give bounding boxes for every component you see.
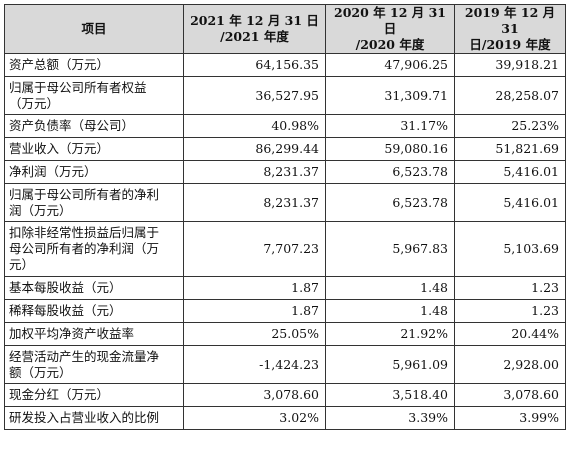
table-row: 经营活动产生的现金流量净 额（万元） -1,424.23 5,961.09 2,928.… <box>4 345 566 384</box>
value-cell: 6,523.78 <box>325 183 455 222</box>
header-2019-line2: 日/2019 年度 <box>469 37 551 52</box>
row-label-line: 资产总额（万元） <box>9 57 110 72</box>
row-label: 研发投入占营业收入的比例 <box>4 406 184 430</box>
table-row: 扣除非经常性损益后归属于 母公司所有者的净利润（万 元） 7,707.23 5,967.… <box>4 221 566 277</box>
value-cell: 64,156.35 <box>183 53 326 77</box>
row-label: 归属于母公司所有者的净利 润（万元） <box>4 183 184 222</box>
value-cell: 8,231.37 <box>183 183 326 222</box>
table-row: 现金分红（万元） 3,078.60 3,518.40 3,078.60 <box>4 383 566 407</box>
table-row: 归属于母公司所有者权益 （万元） 36,527.95 31,309.71 28,258.… <box>4 76 566 115</box>
table-row: 资产负债率（母公司） 40.98% 31.17% 25.23% <box>4 114 566 138</box>
header-2021: 2021 年 12 月 31 日 /2021 年度 <box>183 4 326 54</box>
value-cell: 6,523.78 <box>325 160 455 184</box>
value-cell: 3.99% <box>454 406 566 430</box>
table-body: 资产总额（万元） 64,156.35 47,906.25 39,918.21 归属于母公… <box>4 53 566 430</box>
row-label: 归属于母公司所有者权益 （万元） <box>4 76 184 115</box>
row-label-line: 润（万元） <box>9 202 72 218</box>
row-label-line: 母公司所有者的净利润（万 <box>9 241 160 256</box>
row-label-line: 基本每股收益（元） <box>9 280 122 295</box>
row-label-line: 现金分红（万元） <box>9 387 110 402</box>
value-cell: 8,231.37 <box>183 160 326 184</box>
table-row: 归属于母公司所有者的净利 润（万元） 8,231.37 6,523.78 5,416.0… <box>4 183 566 222</box>
table-row: 稀释每股收益（元） 1.87 1.48 1.23 <box>4 299 566 323</box>
value-cell: 5,416.01 <box>454 160 566 184</box>
row-label-line: 额（万元） <box>9 364 72 380</box>
row-label: 稀释每股收益（元） <box>4 299 184 323</box>
table-row: 加权平均净资产收益率 25.05% 21.92% 20.44% <box>4 322 566 346</box>
row-label-line: 经营活动产生的现金流量净 <box>9 348 160 364</box>
value-cell: 3.02% <box>183 406 326 430</box>
header-2020: 2020 年 12 月 31 日 /2020 年度 <box>325 4 455 54</box>
row-label: 资产总额（万元） <box>4 53 184 77</box>
value-cell: 5,967.83 <box>325 221 455 277</box>
row-label: 加权平均净资产收益率 <box>4 322 184 346</box>
value-cell: 39,918.21 <box>454 53 566 77</box>
table-row: 营业收入（万元） 86,299.44 59,080.16 51,821.69 <box>4 137 566 161</box>
row-label-line: 净利润（万元） <box>9 164 97 179</box>
value-cell: 25.23% <box>454 114 566 138</box>
row-label: 基本每股收益（元） <box>4 276 184 300</box>
value-cell: 1.23 <box>454 299 566 323</box>
row-label-line: 扣除非经常性损益后归属于 <box>9 225 160 240</box>
value-cell: 31.17% <box>325 114 455 138</box>
row-label-line: 归属于母公司所有者权益 <box>9 79 147 95</box>
value-cell: 1.23 <box>454 276 566 300</box>
table-row: 资产总额（万元） 64,156.35 47,906.25 39,918.21 <box>4 53 566 77</box>
header-2021-line2: /2021 年度 <box>220 29 289 44</box>
header-row: 项目 2021 年 12 月 31 日 /2021 年度 2020 年 12 月… <box>4 4 566 54</box>
header-2019-line1: 2019 年 12 月 31 <box>464 5 556 37</box>
row-label-line: 研发投入占营业收入的比例 <box>9 410 160 425</box>
value-cell: 1.48 <box>325 276 455 300</box>
value-cell: 59,080.16 <box>325 137 455 161</box>
row-label-line: 资产负债率（母公司） <box>9 118 135 133</box>
table-row: 研发投入占营业收入的比例 3.02% 3.39% 3.99% <box>4 406 566 430</box>
value-cell: 36,527.95 <box>183 76 326 115</box>
row-label-line: 加权平均净资产收益率 <box>9 326 135 341</box>
header-item-label: 项目 <box>81 21 107 36</box>
row-label: 营业收入（万元） <box>4 137 184 161</box>
value-cell: 31,309.71 <box>325 76 455 115</box>
row-label-line: 归属于母公司所有者的净利 <box>9 186 160 202</box>
value-cell: 3,078.60 <box>454 383 566 407</box>
row-label-line: 元） <box>9 257 35 272</box>
value-cell: 5,103.69 <box>454 221 566 277</box>
table-row: 基本每股收益（元） 1.87 1.48 1.23 <box>4 276 566 300</box>
value-cell: 1.87 <box>183 276 326 300</box>
value-cell: 3,078.60 <box>183 383 326 407</box>
value-cell: 5,416.01 <box>454 183 566 222</box>
value-cell: 5,961.09 <box>325 345 455 384</box>
value-cell: 3.39% <box>325 406 455 430</box>
row-label-line: 稀释每股收益（元） <box>9 303 122 318</box>
header-item: 项目 <box>4 4 184 54</box>
value-cell: 2,928.00 <box>454 345 566 384</box>
value-cell: 28,258.07 <box>454 76 566 115</box>
row-label: 经营活动产生的现金流量净 额（万元） <box>4 345 184 384</box>
value-cell: 1.87 <box>183 299 326 323</box>
value-cell: 3,518.40 <box>325 383 455 407</box>
table-row: 净利润（万元） 8,231.37 6,523.78 5,416.01 <box>4 160 566 184</box>
value-cell: 40.98% <box>183 114 326 138</box>
value-cell: 51,821.69 <box>454 137 566 161</box>
header-2021-line1: 2021 年 12 月 31 日 <box>190 13 319 28</box>
row-label: 资产负债率（母公司） <box>4 114 184 138</box>
value-cell: 1.48 <box>325 299 455 323</box>
header-2020-line2: /2020 年度 <box>355 37 425 52</box>
value-cell: 47,906.25 <box>325 53 455 77</box>
row-label-line: 营业收入（万元） <box>9 141 110 156</box>
row-label-line: （万元） <box>9 95 60 111</box>
value-cell: 25.05% <box>183 322 326 346</box>
value-cell: -1,424.23 <box>183 345 326 384</box>
row-label: 扣除非经常性损益后归属于 母公司所有者的净利润（万 元） <box>4 221 184 277</box>
value-cell: 21.92% <box>325 322 455 346</box>
value-cell: 20.44% <box>454 322 566 346</box>
row-label: 现金分红（万元） <box>4 383 184 407</box>
value-cell: 7,707.23 <box>183 221 326 277</box>
row-label: 净利润（万元） <box>4 160 184 184</box>
value-cell: 86,299.44 <box>183 137 326 161</box>
header-2020-line1: 2020 年 12 月 31 日 <box>334 5 446 37</box>
header-2019: 2019 年 12 月 31 日/2019 年度 <box>454 4 566 54</box>
financial-summary-table: 项目 2021 年 12 月 31 日 /2021 年度 2020 年 12 月… <box>4 4 566 430</box>
